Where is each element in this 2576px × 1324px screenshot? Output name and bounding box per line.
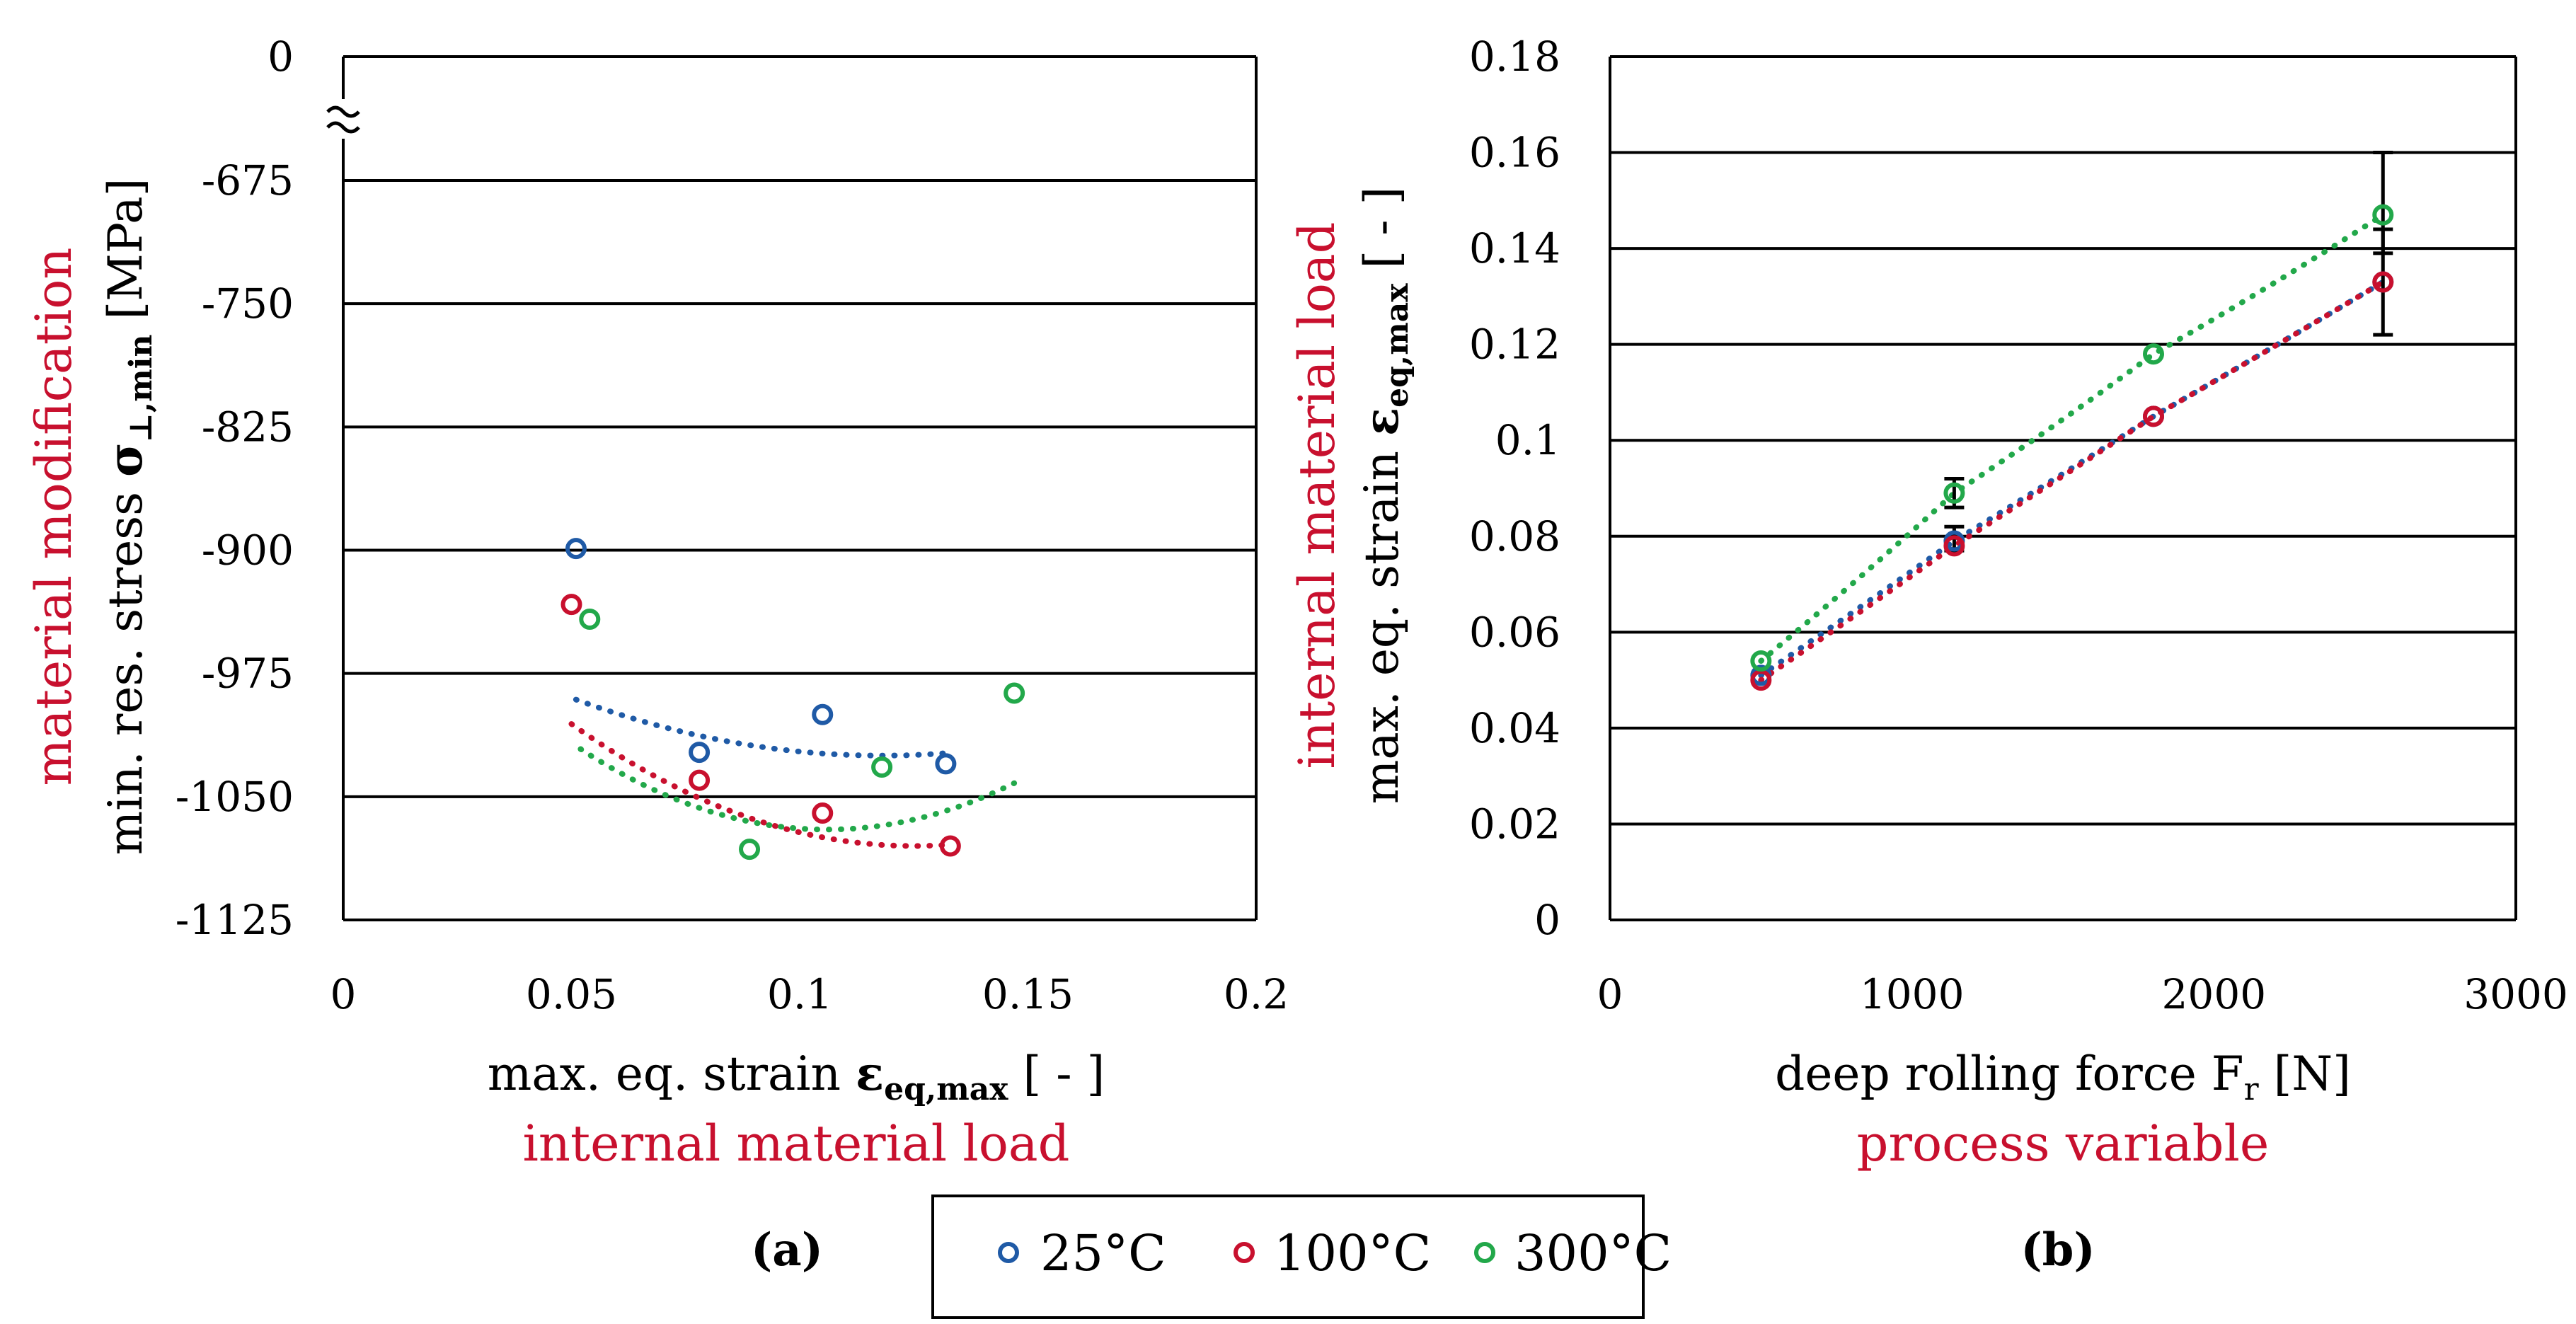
panel-a-x-tick-label: 0.15 (982, 970, 1074, 1018)
panel-b-data-point (2143, 343, 2164, 365)
panel-a-x-tick-label: 0.2 (1224, 970, 1289, 1018)
panel-b-trendline (1758, 212, 2386, 664)
axis-break-wave (326, 121, 360, 134)
panel-b-y-tick-label: 0.02 (1469, 800, 1560, 848)
panel-a-y-tick-label: -1050 (176, 773, 294, 821)
panel-a-trendline (573, 696, 953, 759)
panel-a-x-tick-label: 0 (330, 970, 357, 1018)
panel-a-data-point (939, 835, 961, 857)
panel-b-x-axis-title: deep rolling force Fr [N] (1775, 1047, 2351, 1107)
panel-a-data-point (560, 594, 582, 616)
panel-a-label: (a) (751, 1224, 823, 1277)
panel-a-gridlines (343, 55, 1256, 798)
panel-a-data-point (739, 839, 761, 860)
panel-b-data-point (2143, 405, 2164, 427)
panel-b-y-tick-label: 0 (1534, 896, 1560, 944)
panel-a-y-tick-label: -750 (202, 280, 294, 328)
panel-a-y-tick-label: 0 (268, 33, 294, 81)
panel-b-data-point (2372, 271, 2394, 293)
panel-b-y-tick-label: 0.04 (1469, 704, 1560, 752)
panel-b-y-tick-label: 0.18 (1469, 33, 1560, 81)
panel-b-x-tick-label: 0 (1597, 970, 1623, 1018)
panel-a-data-point (935, 753, 957, 775)
panel-b-x-tick-label: 2000 (2162, 970, 2267, 1018)
panel-b-markers (1750, 204, 2394, 691)
panel-a-data-point (871, 756, 893, 778)
panel-a-x-tick-label: 0.1 (767, 970, 832, 1018)
panel-b-axes (1609, 57, 2517, 921)
panel-a-y-tick-label: -975 (202, 650, 294, 698)
panel-a-y-tick-label: -900 (202, 526, 294, 575)
panel-b-data-point (1750, 650, 1772, 672)
legend: 25°C 100°C 300°C (931, 1195, 1672, 1319)
panel-a-data-point (812, 703, 834, 725)
panel-a-x-tick-labels: 0 0.05 0.1 0.15 0.2 (330, 970, 1289, 1018)
panel-b-data-point (1943, 535, 1965, 557)
panel-a-data-point (1004, 682, 1025, 704)
panel-b-chart: 0 0.02 0.04 0.06 0.08 0.1 0.12 0.14 0.16 0.18 0 10… (1288, 33, 2568, 1277)
panel-a-data-point (689, 769, 711, 791)
panel-a-data-point (579, 609, 601, 631)
panel-a-data-point (812, 802, 834, 824)
panel-b-trendline (1758, 279, 2386, 679)
panel-a-y-tick-label: -1125 (176, 896, 294, 944)
panel-b-x-tick-label: 1000 (1860, 970, 1965, 1018)
panel-a-trendline (568, 721, 953, 849)
legend-label-300c: 300°C (1514, 1224, 1672, 1282)
panel-b-gridlines (1610, 55, 2516, 826)
panel-b-x-axis-secondary-title: process variable (1857, 1115, 2270, 1173)
panel-b-data-point (1943, 482, 1965, 504)
legend-label-100c: 100°C (1274, 1224, 1431, 1282)
panel-b-error-bars (1944, 151, 2393, 553)
legend-label-25c: 25°C (1040, 1224, 1166, 1282)
panel-b-y-tick-labels: 0 0.02 0.04 0.06 0.08 0.1 0.12 0.14 0.16 0.18 (1469, 33, 1560, 944)
panel-a-x-tick-label: 0.05 (526, 970, 617, 1018)
panel-a-y-tick-label: -825 (202, 403, 294, 451)
panel-a-chart: 0 -675 -750 -825 -900 -975 -1050 -1125 0 0.05 0.1… (25, 33, 1289, 1277)
legend-marker-100c (1234, 1242, 1255, 1263)
panel-b-y-tick-label: 0.06 (1469, 608, 1560, 656)
panel-b-y-tick-label: 0.12 (1469, 321, 1560, 369)
legend-marker-300c (1474, 1242, 1495, 1263)
panel-b-data-point (1750, 669, 1772, 691)
panel-b-y-tick-label: 0.1 (1495, 416, 1560, 464)
panel-a-y-axis-title: min. res. stress σ⊥,min [MPa] (98, 178, 159, 856)
panel-b-y-axis-secondary-title: internal material load (1288, 222, 1346, 769)
panel-b-trendlines (1758, 212, 2386, 684)
panel-a-axis-break-icon (326, 99, 360, 139)
panel-b-trendline (1758, 279, 2386, 684)
panel-a-data-point (689, 742, 711, 764)
panel-a-x-axis-title: max. eq. strain εeq,max [ - ] (488, 1046, 1105, 1107)
panel-a-x-axis-secondary-title: internal material load (523, 1115, 1070, 1173)
legend-marker-25c (998, 1242, 1019, 1263)
axis-break-wave (326, 105, 360, 118)
legend-box (931, 1195, 1645, 1319)
panel-b-y-tick-label: 0.08 (1469, 512, 1560, 560)
panel-a-y-axis-secondary-title: material modification (25, 248, 83, 786)
panel-a-trendline (577, 746, 1018, 833)
panel-a-trendlines (568, 696, 1018, 849)
panel-b-y-tick-label: 0.14 (1469, 224, 1560, 272)
panel-a-data-point (565, 538, 587, 560)
panel-a-y-tick-labels: 0 -675 -750 -825 -900 -975 -1050 -1125 (176, 33, 294, 944)
panel-b-y-tick-label: 0.16 (1469, 129, 1560, 177)
panel-b-data-point (2372, 204, 2394, 226)
panel-b-label: (b) (2020, 1224, 2095, 1277)
panel-b-y-axis-title: max. eq. strain εeq,max [ - ] (1354, 187, 1415, 805)
panel-a-markers (560, 538, 1025, 860)
panel-b-x-tick-labels: 0 1000 2000 3000 (1597, 970, 2568, 1018)
panel-b-x-tick-label: 3000 (2463, 970, 2568, 1018)
panel-a-y-tick-label: -675 (202, 156, 294, 205)
panel-a-axes (342, 57, 1258, 921)
